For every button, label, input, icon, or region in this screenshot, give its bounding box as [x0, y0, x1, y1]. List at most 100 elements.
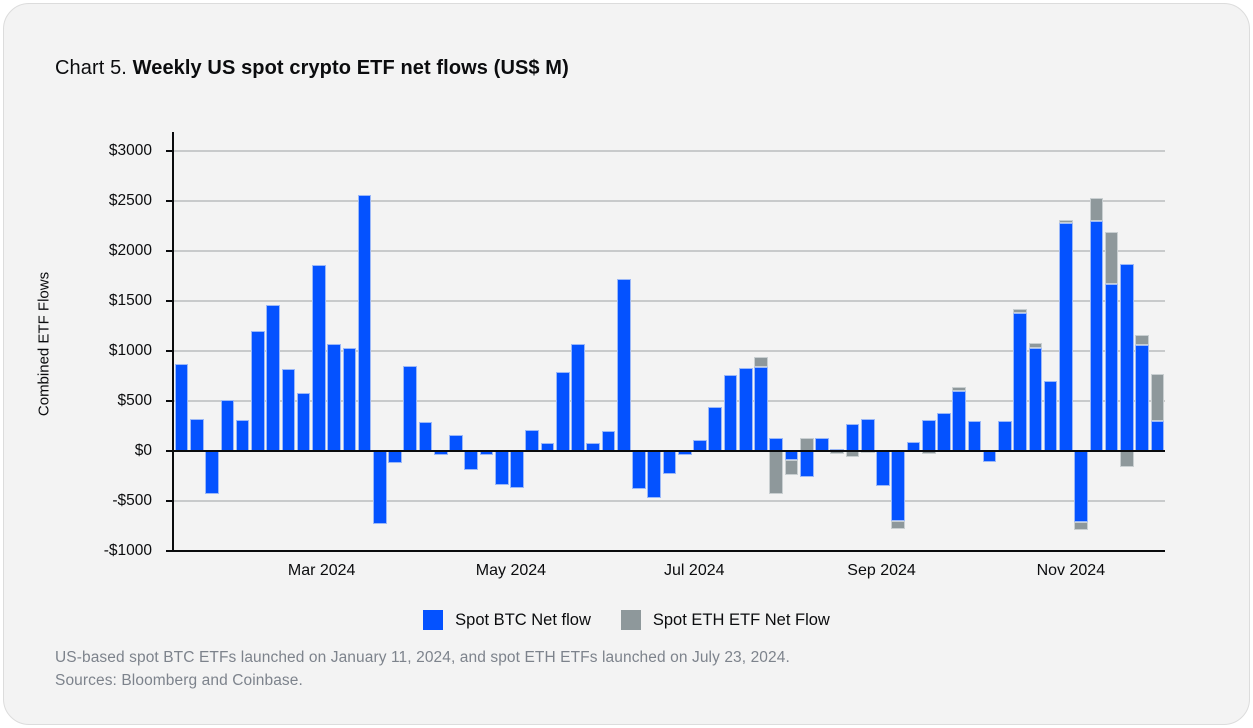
y-tick-mark	[166, 399, 174, 402]
y-tick-label: -$500	[112, 491, 152, 509]
btc-bar	[464, 450, 479, 470]
btc-bar	[784, 450, 799, 460]
footnote-sources: Sources: Bloomberg and Coinbase.	[55, 672, 303, 689]
btc-bar	[921, 419, 936, 451]
btc-bar	[1135, 344, 1149, 451]
y-tick-label: $2000	[108, 241, 152, 259]
btc-bar	[1089, 220, 1104, 451]
legend-label-btc: Spot BTC Net flow	[455, 610, 591, 629]
btc-bar	[845, 423, 860, 451]
gridline	[174, 249, 1165, 252]
y-tick-mark	[166, 499, 174, 502]
footnote-launch-dates: US-based spot BTC ETFs launched on Janua…	[55, 649, 790, 666]
btc-bar	[1104, 283, 1119, 451]
eth-bar	[952, 386, 966, 391]
btc-bar	[1028, 347, 1043, 451]
btc-bar	[799, 450, 814, 477]
x-month-label: Sep 2024	[847, 562, 916, 579]
eth-bar	[1028, 342, 1043, 348]
plot-wrap: $3000 $2500 $2000 $1500 $1000 $500 $0 -$500 -$10…	[4, 4, 1249, 724]
x-month-label: Jul 2024	[664, 562, 725, 579]
btc-bar	[327, 343, 341, 451]
btc-bar	[494, 450, 509, 485]
btc-bar	[754, 366, 768, 451]
y-tick-mark	[166, 449, 174, 452]
y-tick-label: $3000	[108, 141, 152, 159]
zero-line	[174, 449, 1165, 452]
btc-bar	[1074, 450, 1088, 522]
legend-swatch-eth	[620, 610, 641, 630]
btc-bar	[525, 429, 540, 451]
plot-area	[166, 132, 1165, 552]
x-month-label: Nov 2024	[1036, 562, 1106, 579]
btc-bar	[632, 450, 646, 489]
btc-bar	[738, 367, 753, 451]
legend-swatch-btc	[423, 610, 444, 630]
btc-bar	[235, 419, 250, 451]
btc-bar	[190, 418, 204, 451]
btc-bar	[220, 399, 235, 451]
btc-bar	[647, 450, 662, 498]
eth-bar	[1120, 450, 1134, 467]
btc-bar	[418, 421, 433, 451]
btc-bar	[449, 434, 463, 451]
chart-title-main: Weekly US spot crypto ETF net flows (US$…	[132, 57, 569, 79]
btc-bar	[281, 368, 296, 451]
btc-bar	[723, 374, 738, 451]
eth-bar	[769, 450, 784, 494]
eth-bar	[1059, 219, 1073, 223]
x-month-label: Mar 2024	[287, 562, 356, 579]
x-axis-spine	[172, 550, 1165, 552]
btc-bar	[1013, 312, 1027, 451]
eth-bar	[1135, 334, 1149, 345]
btc-bar	[373, 450, 387, 524]
eth-bar	[891, 520, 905, 529]
y-tick-label: $0	[134, 441, 152, 459]
y-tick-label: $1500	[108, 291, 152, 309]
btc-bar	[510, 450, 524, 488]
legend-item-eth: Spot ETH ETF Net Flow	[620, 610, 830, 630]
y-tick-mark	[166, 299, 174, 302]
btc-bar	[205, 450, 219, 494]
y-axis-spine	[172, 132, 174, 552]
gridline	[174, 499, 1165, 502]
chart-legend: Spot BTC Net flow Spot ETH ETF Net Flow	[4, 610, 1249, 630]
btc-bar	[403, 365, 418, 451]
btc-bar	[662, 450, 677, 474]
y-tick-mark	[166, 199, 174, 202]
gridline	[174, 399, 1165, 402]
y-tick-mark	[166, 349, 174, 352]
btc-bar	[342, 347, 357, 451]
y-tick-label: $2500	[108, 191, 152, 209]
btc-bar	[708, 406, 723, 451]
chart-card: Chart 5. Weekly US spot crypto ETF net f…	[3, 3, 1250, 725]
btc-bar	[266, 304, 280, 451]
y-tick-mark	[166, 149, 174, 152]
eth-bar	[1089, 197, 1104, 221]
y-tick-mark	[166, 549, 174, 552]
gridline	[174, 199, 1165, 202]
btc-bar	[571, 343, 585, 451]
gridline	[174, 349, 1165, 352]
eth-bar	[1104, 231, 1119, 284]
eth-bar	[754, 356, 768, 367]
x-month-label: May 2024	[475, 562, 547, 579]
btc-bar	[876, 450, 890, 486]
y-tick-label: $1000	[108, 341, 152, 359]
btc-bar	[860, 418, 875, 451]
gridline	[174, 299, 1165, 302]
btc-bar	[388, 450, 402, 463]
eth-bar	[1013, 308, 1027, 313]
btc-bar	[952, 390, 966, 451]
btc-bar	[357, 194, 372, 451]
btc-bar	[296, 392, 311, 451]
btc-bar	[982, 450, 997, 462]
btc-bar	[174, 363, 189, 451]
btc-bar	[998, 420, 1012, 451]
legend-label-eth: Spot ETH ETF Net Flow	[652, 610, 830, 629]
chart-title-prefix: Chart 5.	[55, 57, 133, 79]
gridline	[174, 149, 1165, 152]
btc-bar	[555, 371, 570, 451]
btc-bar	[967, 420, 982, 451]
eth-bar	[784, 459, 799, 475]
